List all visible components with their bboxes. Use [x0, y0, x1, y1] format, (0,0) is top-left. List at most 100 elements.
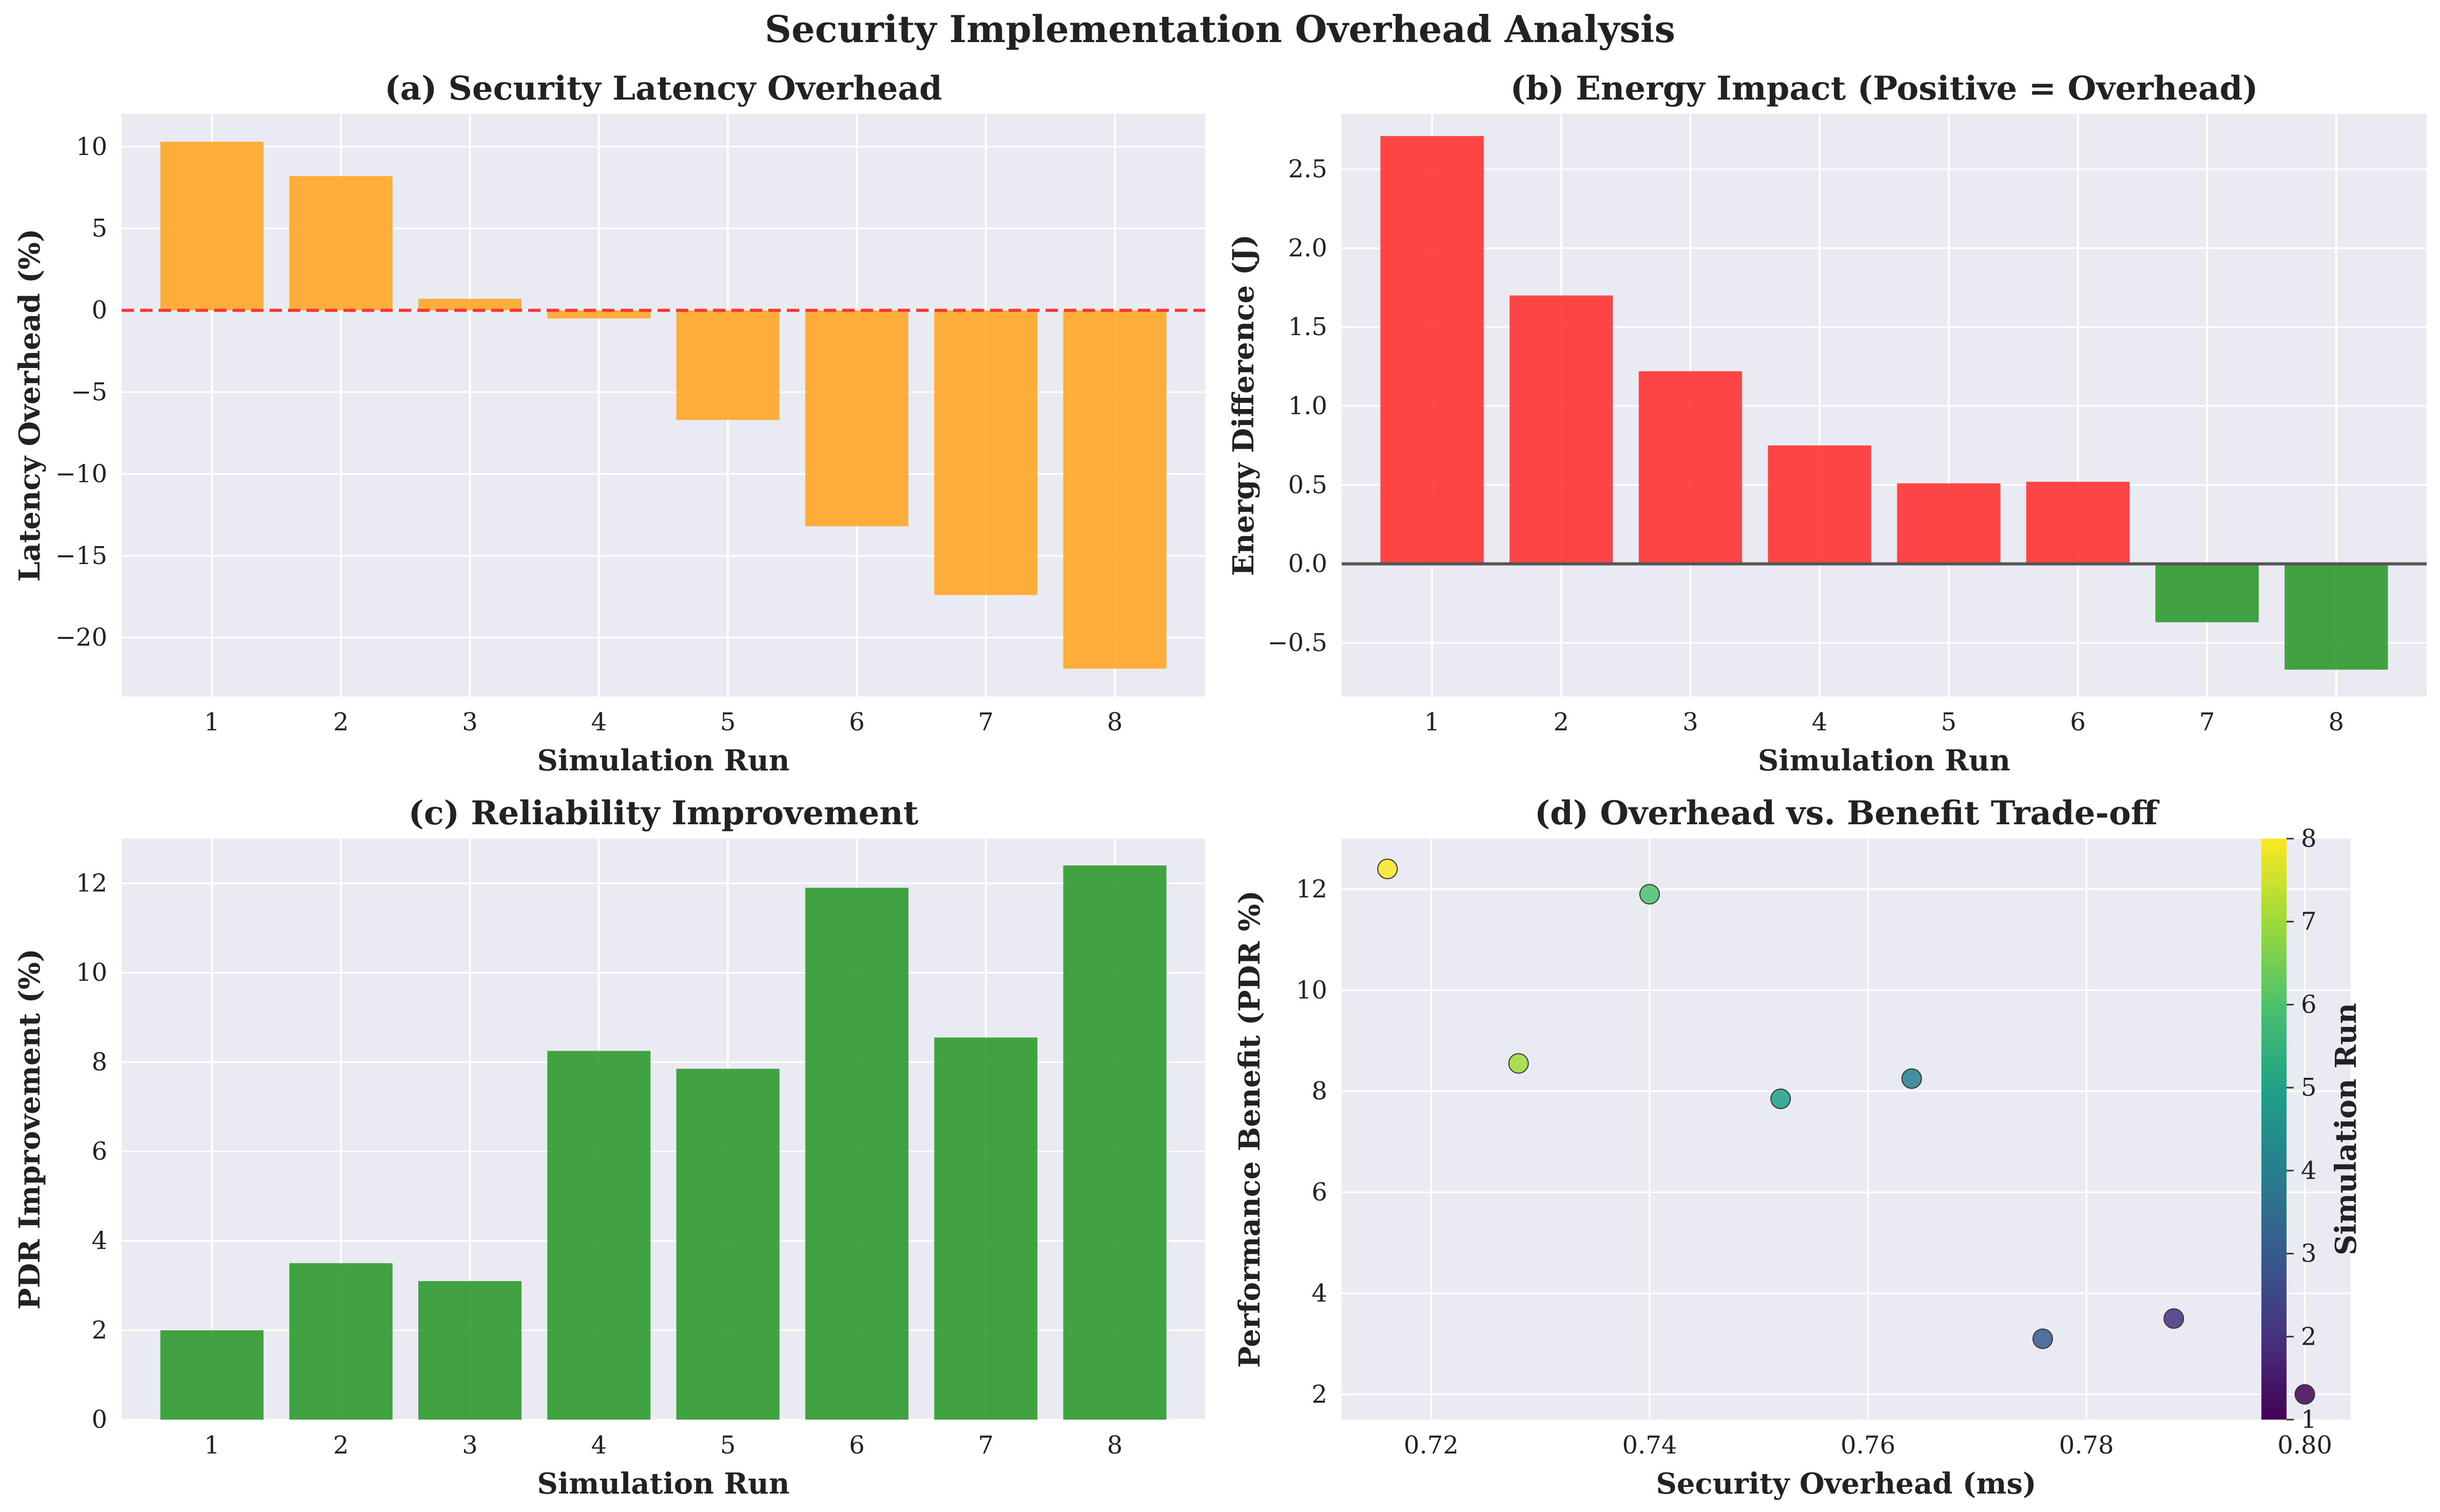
y-tick-label: 5 [91, 214, 107, 243]
bar-run-3 [418, 299, 522, 311]
bar-run-8 [2284, 564, 2388, 670]
x-tick-label: 5 [720, 1431, 736, 1460]
colorbar-tick-label: 1 [2301, 1405, 2317, 1434]
y-tick-label: 10 [1296, 976, 1327, 1004]
panel-title: (d) Overhead vs. Benefit Trade-off [1535, 794, 2160, 832]
y-tick-label: 2.0 [1288, 234, 1327, 262]
y-tick-label: 2 [1311, 1380, 1327, 1409]
x-tick-label: 6 [849, 1431, 865, 1460]
x-tick-label: 0.80 [2277, 1431, 2332, 1460]
y-tick-label: 0 [91, 296, 107, 325]
bar-run-1 [1380, 136, 1484, 564]
colorbar-tick-label: 6 [2301, 990, 2317, 1019]
y-tick-label: 2.5 [1288, 155, 1327, 184]
y-tick-label: −15 [55, 541, 107, 570]
colorbar [2261, 839, 2287, 1420]
scatter-point-run-5 [1770, 1088, 1791, 1109]
x-tick-label: 7 [978, 708, 994, 736]
panel-title: (a) Security Latency Overhead [384, 69, 942, 108]
y-tick-label: 10 [76, 132, 107, 161]
plot-area [122, 114, 1205, 696]
bar-run-7 [934, 1037, 1038, 1420]
x-tick-label: 0.74 [1622, 1431, 1677, 1460]
x-tick-label: 3 [462, 708, 478, 736]
scatter-point-run-3 [2032, 1328, 2053, 1349]
x-tick-label: 5 [720, 708, 736, 736]
y-tick-label: 2 [91, 1316, 107, 1345]
bar-run-2 [289, 1263, 393, 1420]
bar-run-1 [160, 1330, 264, 1420]
colorbar-tick-label: 5 [2301, 1073, 2317, 1102]
y-tick-label: 0 [91, 1405, 107, 1434]
x-tick-label: 6 [2070, 708, 2086, 736]
bar-run-3 [1638, 371, 1742, 564]
y-tick-label: −10 [55, 459, 107, 488]
x-tick-label: 4 [591, 708, 607, 736]
y-tick-label: 0.5 [1288, 471, 1327, 499]
bar-run-8 [1063, 310, 1167, 669]
bar-run-6 [805, 310, 908, 527]
colorbar-label: Simulation Run [2329, 1003, 2363, 1255]
y-tick-label: 4 [1311, 1279, 1327, 1308]
x-tick-label: 3 [1682, 708, 1698, 736]
x-axis-label: Simulation Run [1758, 744, 2010, 778]
bar-run-6 [805, 887, 908, 1420]
y-tick-label: −0.5 [1267, 628, 1327, 657]
colorbar-tick-label: 8 [2301, 824, 2317, 853]
bar-run-7 [2155, 564, 2259, 623]
colorbar-tick-label: 2 [2301, 1322, 2317, 1351]
panel-a: 10 5 0 −5 −10 −15 −20 1 2 3 4 5 6 7 8 (a) Security Late… [13, 69, 1205, 778]
scatter-point-run-4 [1901, 1068, 1922, 1089]
bar-run-8 [1063, 865, 1167, 1420]
y-tick-label: 8 [1311, 1077, 1327, 1106]
colorbar-tick-label: 3 [2301, 1239, 2317, 1268]
x-tick-label: 1 [204, 708, 220, 736]
y-tick-label: 12 [1296, 875, 1327, 903]
x-tick-label: 0.76 [1841, 1431, 1895, 1460]
x-tick-label: 0.78 [2059, 1431, 2114, 1460]
x-tick-label: 8 [1107, 1431, 1123, 1460]
bar-run-5 [676, 1069, 780, 1420]
y-tick-label: 12 [76, 869, 107, 898]
x-tick-label: 8 [2329, 708, 2345, 736]
x-axis-label: Simulation Run [537, 744, 790, 778]
x-tick-label: 5 [1941, 708, 1957, 736]
plot-area [1342, 114, 2427, 696]
panel-title: (b) Energy Impact (Positive = Overhead) [1510, 69, 2258, 108]
y-axis-label: PDR Improvement (%) [13, 948, 47, 1310]
x-tick-label: 8 [1107, 708, 1123, 736]
y-tick-label: 0.0 [1288, 550, 1327, 578]
x-tick-label: 3 [462, 1431, 478, 1460]
scatter-point-run-6 [1639, 884, 1660, 905]
y-tick-label: −20 [55, 623, 107, 652]
bar-run-4 [1768, 445, 1871, 564]
x-tick-label: 2 [1554, 708, 1570, 736]
scatter-point-run-2 [2163, 1308, 2184, 1329]
scatter-point-run-8 [1377, 859, 1398, 880]
x-tick-label: 6 [849, 708, 865, 736]
y-tick-label: −5 [71, 378, 107, 406]
y-tick-label: 10 [76, 958, 107, 987]
figure-suptitle: Security Implementation Overhead Analysi… [765, 7, 1675, 51]
bar-run-1 [160, 142, 264, 311]
y-axis-label: Latency Overhead (%) [13, 229, 47, 582]
x-tick-label: 1 [204, 1431, 220, 1460]
colorbar-tick-label: 4 [2301, 1156, 2317, 1185]
panel-b: 2.5 2.0 1.5 1.0 0.5 0.0 −0.5 1 2 3 4 5 6 7 8 (b) Energy… [1227, 69, 2427, 778]
bar-run-6 [2026, 481, 2130, 564]
scatter-point-run-1 [2294, 1384, 2315, 1405]
colorbar-tick-label: 7 [2301, 907, 2317, 936]
bar-run-2 [1509, 295, 1613, 564]
y-axis-label: Performance Benefit (PDR %) [1233, 890, 1267, 1368]
bar-run-2 [289, 176, 393, 311]
bar-run-7 [934, 310, 1038, 595]
x-tick-label: 0.72 [1404, 1431, 1459, 1460]
scatter-point-run-7 [1508, 1053, 1529, 1074]
y-tick-label: 8 [91, 1048, 107, 1076]
bar-run-5 [676, 310, 780, 420]
x-tick-label: 7 [978, 1431, 994, 1460]
y-tick-label: 4 [91, 1227, 107, 1255]
